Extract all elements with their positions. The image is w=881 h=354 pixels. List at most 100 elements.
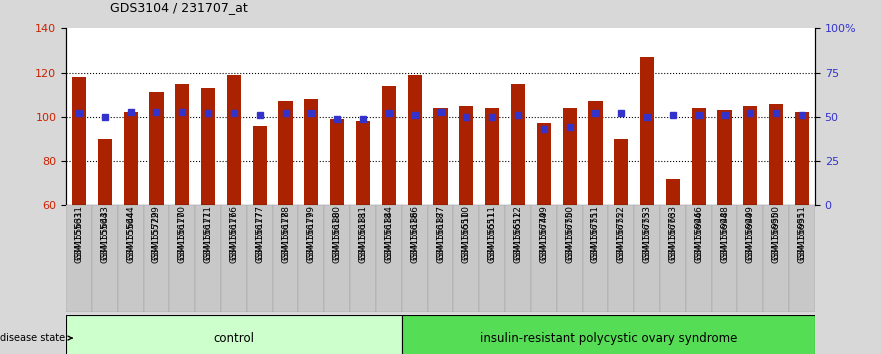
Bar xyxy=(118,205,144,312)
Bar xyxy=(402,315,815,354)
Text: GSM156749: GSM156749 xyxy=(539,211,548,263)
Bar xyxy=(356,121,370,205)
Bar xyxy=(433,108,448,205)
Bar xyxy=(272,205,299,312)
Bar xyxy=(795,113,809,205)
Text: GSM156178: GSM156178 xyxy=(281,211,290,263)
Bar xyxy=(609,205,634,312)
Bar xyxy=(150,92,164,205)
Text: GSM156951: GSM156951 xyxy=(797,205,806,260)
Bar xyxy=(589,101,603,205)
Bar xyxy=(221,205,247,312)
Text: GSM156176: GSM156176 xyxy=(229,205,239,260)
Bar xyxy=(562,108,577,205)
Text: GSM156176: GSM156176 xyxy=(229,211,239,263)
Text: GSM156512: GSM156512 xyxy=(514,211,522,263)
Text: control: control xyxy=(213,332,255,344)
Text: GSM155631: GSM155631 xyxy=(75,211,84,263)
Text: GSM155631: GSM155631 xyxy=(75,205,84,260)
Bar xyxy=(66,315,402,354)
Text: GSM156749: GSM156749 xyxy=(539,205,548,260)
Text: GSM156510: GSM156510 xyxy=(462,211,470,263)
Bar xyxy=(634,205,660,312)
Text: insulin-resistant polycystic ovary syndrome: insulin-resistant polycystic ovary syndr… xyxy=(479,332,737,344)
Text: GDS3104 / 231707_at: GDS3104 / 231707_at xyxy=(110,1,248,14)
Bar xyxy=(614,139,628,205)
Text: GSM156763: GSM156763 xyxy=(669,205,677,260)
Text: GSM156170: GSM156170 xyxy=(178,211,187,263)
Text: GSM156752: GSM156752 xyxy=(617,205,626,260)
Text: GSM156946: GSM156946 xyxy=(694,205,703,260)
Bar xyxy=(92,205,118,312)
Text: GSM156949: GSM156949 xyxy=(746,205,755,260)
Bar xyxy=(330,119,344,205)
Text: GSM156177: GSM156177 xyxy=(255,205,264,260)
Bar xyxy=(253,126,267,205)
Text: GSM156753: GSM156753 xyxy=(642,205,652,260)
Text: GSM156187: GSM156187 xyxy=(436,211,445,263)
Text: GSM156179: GSM156179 xyxy=(307,205,316,260)
Text: GSM156950: GSM156950 xyxy=(772,205,781,260)
Bar xyxy=(66,205,92,312)
Text: GSM155643: GSM155643 xyxy=(100,205,109,260)
Bar xyxy=(201,88,215,205)
Text: GSM156752: GSM156752 xyxy=(617,211,626,263)
Text: GSM156950: GSM156950 xyxy=(772,211,781,263)
Bar xyxy=(744,106,758,205)
Bar xyxy=(454,205,479,312)
Text: GSM156512: GSM156512 xyxy=(514,205,522,260)
Text: GSM156181: GSM156181 xyxy=(359,211,367,263)
Bar xyxy=(350,205,376,312)
Bar xyxy=(144,205,169,312)
Bar xyxy=(537,124,551,205)
Text: GSM156753: GSM156753 xyxy=(642,211,652,263)
Bar xyxy=(196,205,221,312)
Text: GSM156949: GSM156949 xyxy=(746,211,755,263)
Bar xyxy=(511,84,525,205)
Text: GSM156948: GSM156948 xyxy=(720,211,729,263)
Bar xyxy=(169,205,196,312)
Text: GSM156186: GSM156186 xyxy=(411,211,419,263)
Bar xyxy=(72,77,86,205)
Text: GSM155644: GSM155644 xyxy=(126,211,135,263)
Bar xyxy=(769,103,783,205)
Bar xyxy=(640,57,655,205)
Text: GSM156184: GSM156184 xyxy=(384,205,393,260)
Text: GSM156187: GSM156187 xyxy=(436,205,445,260)
Text: disease state: disease state xyxy=(0,333,72,343)
Bar xyxy=(278,101,292,205)
Text: GSM156184: GSM156184 xyxy=(384,211,393,263)
Bar xyxy=(376,205,402,312)
Text: GSM156751: GSM156751 xyxy=(591,211,600,263)
Bar xyxy=(485,108,500,205)
Bar xyxy=(299,205,324,312)
Bar xyxy=(660,205,685,312)
Text: GSM156751: GSM156751 xyxy=(591,205,600,260)
Bar xyxy=(557,205,582,312)
Text: GSM156948: GSM156948 xyxy=(720,205,729,260)
Bar xyxy=(226,75,241,205)
Bar xyxy=(763,205,789,312)
Text: GSM155643: GSM155643 xyxy=(100,211,109,263)
Text: GSM156171: GSM156171 xyxy=(204,211,212,263)
Text: GSM156946: GSM156946 xyxy=(694,211,703,263)
Text: GSM156181: GSM156181 xyxy=(359,205,367,260)
Text: GSM156511: GSM156511 xyxy=(488,211,497,263)
Bar xyxy=(304,99,319,205)
Text: GSM156170: GSM156170 xyxy=(178,205,187,260)
Text: GSM156510: GSM156510 xyxy=(462,205,470,260)
Text: GSM155729: GSM155729 xyxy=(152,205,161,260)
Text: GSM156750: GSM156750 xyxy=(565,211,574,263)
Text: GSM155729: GSM155729 xyxy=(152,211,161,263)
Text: GSM156511: GSM156511 xyxy=(488,205,497,260)
Bar xyxy=(712,205,737,312)
Bar xyxy=(717,110,731,205)
Bar xyxy=(98,139,112,205)
Bar xyxy=(692,108,706,205)
Bar xyxy=(505,205,531,312)
Bar xyxy=(737,205,763,312)
Text: GSM156177: GSM156177 xyxy=(255,211,264,263)
Text: GSM156951: GSM156951 xyxy=(797,211,806,263)
Bar xyxy=(582,205,609,312)
Bar xyxy=(247,205,272,312)
